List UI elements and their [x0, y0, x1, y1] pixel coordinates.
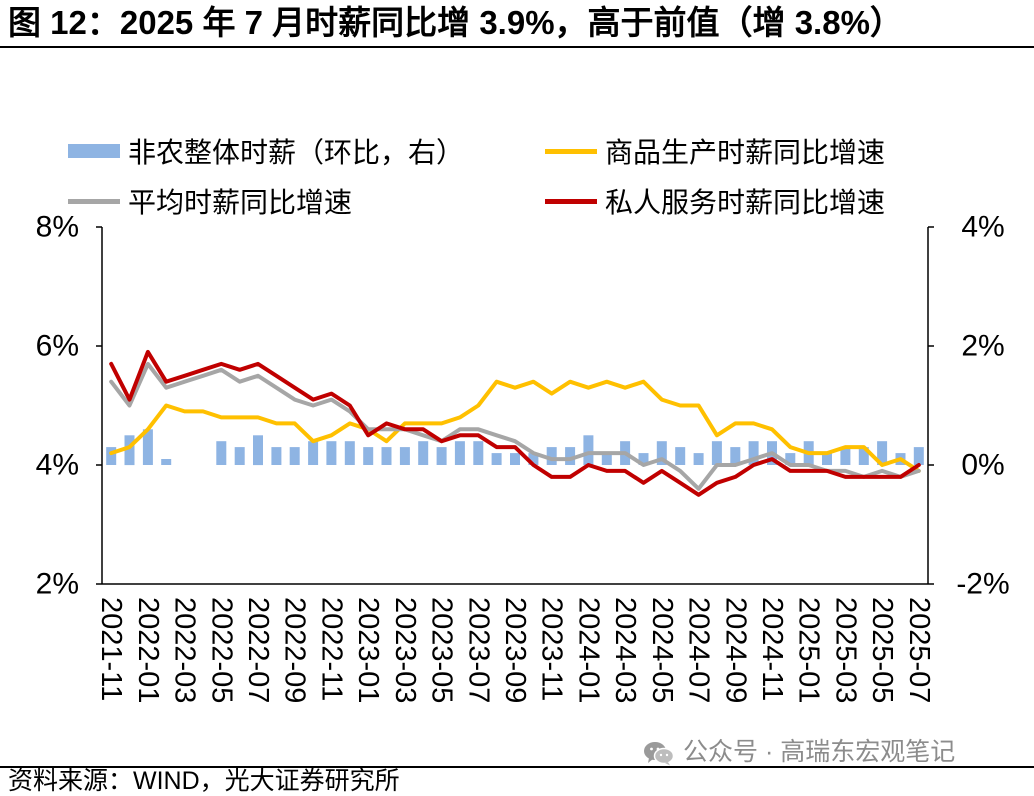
bar-nonfarm-hourly-earnings-mom-2023-07: [473, 441, 484, 465]
line-private-services-yoy: [109, 349, 921, 497]
bar-nonfarm-hourly-earnings-mom-2021-12: [124, 435, 135, 466]
legend-label: 私人服务时薪同比增速: [605, 187, 886, 218]
x-tick-label: 2023-07: [462, 597, 494, 703]
x-tick-label: 2024-07: [683, 597, 715, 703]
x-tick-label: 2023-11: [536, 597, 568, 701]
bar-nonfarm-hourly-earnings-mom-2023-06: [454, 441, 465, 465]
x-tick-label: 2022-01: [132, 597, 164, 703]
bar-nonfarm-hourly-earnings-mom-2023-05: [436, 447, 447, 465]
footer-divider: [0, 766, 1034, 768]
x-tick-label: 2023-09: [499, 597, 531, 703]
right-y-tick-label: 0%: [961, 449, 1004, 482]
line-average-hourly-earnings-yoy: [109, 361, 921, 491]
bar-nonfarm-hourly-earnings-mom-2022-07: [253, 435, 263, 466]
bar-nonfarm-hourly-earnings-mom-2025-03: [840, 447, 851, 465]
figure-title: 图 12：2025 年 7 月时薪同比增 3.9%，高于前值（增 3.8%）: [8, 4, 903, 41]
axes: [96, 226, 934, 585]
x-tick-label: 2023-05: [426, 597, 458, 703]
bar-nonfarm-hourly-earnings-mom-2024-05: [656, 441, 667, 465]
bar-nonfarm-hourly-earnings-mom-2022-08: [271, 447, 282, 465]
x-tick-label: 2025-05: [866, 597, 898, 703]
x-tick-label: 2022-11: [315, 597, 347, 701]
x-tick-label: 2024-09: [719, 597, 751, 703]
bar-nonfarm-hourly-earnings-mom-2024-02: [601, 453, 612, 465]
legend-swatch-line: [545, 198, 597, 204]
bar-nonfarm-hourly-earnings-mom-2022-12: [344, 441, 355, 465]
line-series: [109, 349, 921, 497]
bar-nonfarm-hourly-earnings-mom-2024-12: [785, 453, 796, 465]
bar-nonfarm-hourly-earnings-mom-2022-02: [161, 459, 172, 465]
x-tick-label: 2021-11: [95, 597, 127, 701]
right-y-tick-label: 4%: [961, 211, 1004, 244]
x-tick-label: 2023-01: [352, 597, 384, 703]
x-tick-label: 2025-03: [829, 597, 861, 703]
bar-nonfarm-hourly-earnings-mom-2022-06: [234, 447, 245, 465]
left-y-tick-label: 6%: [36, 330, 79, 363]
x-tick-label: 2024-01: [572, 597, 604, 703]
left-y-tick-label: 8%: [36, 211, 79, 244]
x-tick-label: 2022-05: [205, 597, 237, 703]
bar-nonfarm-hourly-earnings-mom-2021-11: [106, 447, 117, 465]
x-tick-label: 2022-07: [242, 597, 274, 703]
bar-nonfarm-hourly-earnings-mom-2024-06: [675, 447, 686, 465]
bar-nonfarm-hourly-earnings-mom-2023-01: [363, 447, 374, 465]
bar-nonfarm-hourly-earnings-mom-2024-10: [748, 441, 759, 465]
bar-nonfarm-hourly-earnings-mom-2025-04: [858, 447, 869, 465]
legend-swatch-bar: [68, 144, 120, 158]
legend-label: 平均时薪同比增速: [128, 187, 353, 218]
right-y-tick-label: -2%: [956, 568, 1009, 601]
bar-nonfarm-hourly-earnings-mom-2022-09: [289, 447, 300, 465]
source-note: 资料来源：WIND，光大证券研究所: [8, 767, 400, 795]
bar-nonfarm-hourly-earnings-mom-2025-05: [877, 441, 888, 465]
bar-nonfarm-hourly-earnings-mom-2023-12: [565, 447, 576, 465]
legend-item-average-yoy: 平均时薪同比增速: [68, 181, 352, 221]
bar-nonfarm-hourly-earnings-mom-2024-01: [583, 435, 594, 466]
bar-nonfarm-hourly-earnings-mom-2023-09: [510, 453, 520, 465]
watermark-text: 公众号 · 高瑞东宏观笔记: [683, 738, 956, 766]
x-tick-label: 2022-09: [279, 597, 311, 703]
bar-nonfarm-hourly-earnings-mom-2023-11: [546, 447, 557, 465]
bar-nonfarm-hourly-earnings-mom-2023-02: [381, 447, 392, 465]
bar-nonfarm-hourly-earnings-mom-2023-10: [528, 453, 539, 465]
bar-nonfarm-hourly-earnings-mom-2024-08: [711, 441, 722, 465]
x-tick-label: 2023-03: [389, 597, 421, 703]
legend-swatch-line: [68, 198, 120, 204]
bar-nonfarm-hourly-earnings-mom-2023-03: [399, 447, 410, 465]
title-divider: [0, 46, 1034, 48]
right-y-tick-label: 2%: [961, 330, 1004, 363]
bar-nonfarm-hourly-earnings-mom-2024-09: [730, 447, 741, 465]
x-tick-label: 2024-11: [756, 597, 788, 701]
axis-labels: 8%6%4%2%4%2%0%-2%2021-11 2022-01 2022-03 20…: [36, 211, 1010, 704]
legend-label: 商品生产时薪同比增速: [605, 137, 886, 168]
bar-nonfarm-hourly-earnings-mom-2022-05: [216, 441, 227, 465]
bar-nonfarm-hourly-earnings-mom-2022-10: [308, 441, 319, 465]
x-tick-label: 2025-07: [903, 597, 935, 703]
bar-nonfarm-hourly-earnings-mom-2022-01: [142, 429, 153, 465]
x-tick-label: 2024-03: [609, 597, 641, 703]
legend-swatch-line: [545, 148, 597, 154]
bar-nonfarm-hourly-earnings-mom-2025-07: [913, 447, 924, 465]
bar-nonfarm-hourly-earnings-mom-2023-04: [418, 441, 429, 465]
x-tick-label: 2022-03: [169, 597, 201, 703]
bar-nonfarm-hourly-earnings-mom-2024-04: [638, 453, 649, 465]
left-y-tick-label: 4%: [36, 449, 79, 482]
legend-item-nonfarm-mom: 非农整体时薪（环比，右）: [68, 131, 464, 171]
bar-nonfarm-hourly-earnings-mom-2024-07: [693, 453, 704, 465]
bar-series: [106, 429, 924, 466]
legend-item-services-yoy: 私人服务时薪同比增速: [545, 181, 885, 221]
bar-nonfarm-hourly-earnings-mom-2023-08: [491, 453, 502, 465]
x-tick-label: 2024-05: [646, 597, 678, 703]
left-y-tick-label: 2%: [36, 568, 79, 601]
bar-nonfarm-hourly-earnings-mom-2022-11: [326, 441, 337, 465]
bar-nonfarm-hourly-earnings-mom-2025-02: [822, 453, 832, 465]
wechat-icon: [644, 742, 675, 766]
x-tick-label: 2025-01: [793, 597, 825, 703]
legend-label: 非农整体时薪（环比，右）: [128, 137, 465, 168]
line-goods-producing-yoy: [109, 379, 921, 473]
legend-item-goods-yoy: 商品生产时薪同比增速: [545, 131, 885, 171]
